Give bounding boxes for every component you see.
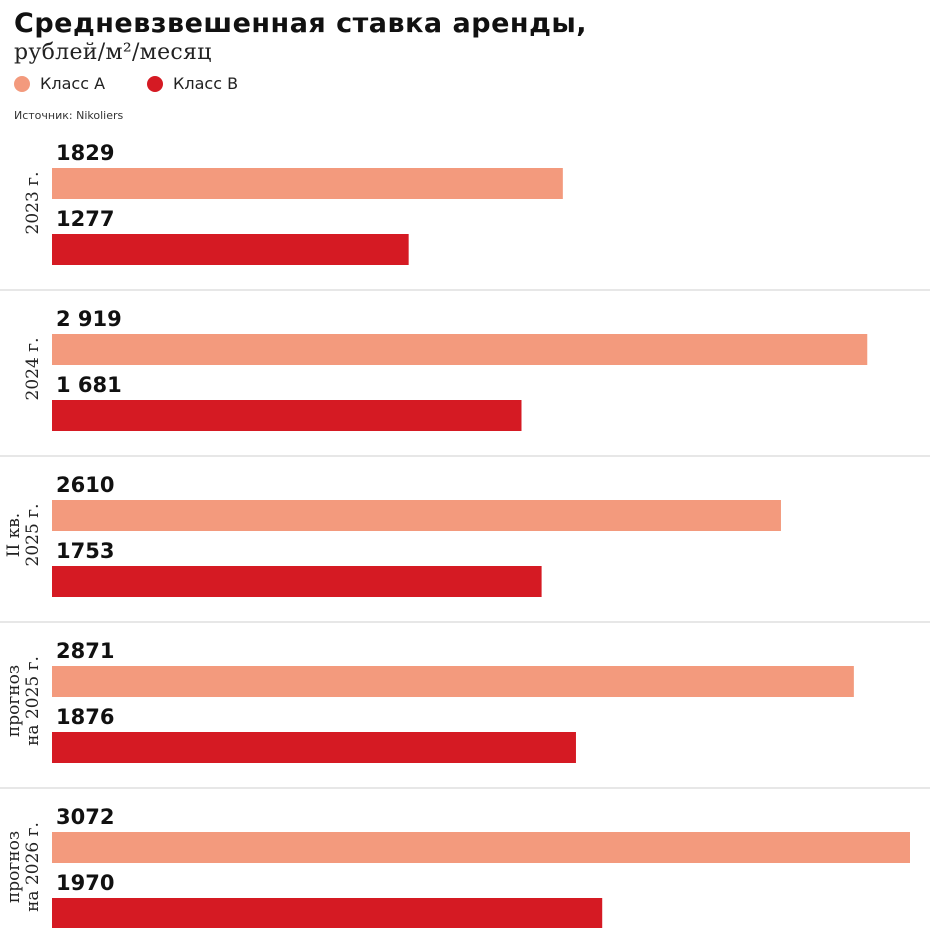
value-label-class-a: 1829 bbox=[56, 141, 114, 165]
value-label-class-b: 1753 bbox=[56, 539, 114, 563]
chart-subtitle: рублей/м²/месяц bbox=[14, 40, 212, 65]
category-label: 2023 г. bbox=[23, 172, 43, 235]
category-label-line: прогноз bbox=[4, 831, 24, 903]
chart-title: Средневзвешенная ставка аренды, bbox=[14, 8, 588, 39]
bar-class-b bbox=[52, 234, 409, 265]
value-label-class-b: 1970 bbox=[56, 871, 114, 895]
category-label: прогнозна 2025 г. bbox=[4, 656, 43, 746]
category-label: II кв.2025 г. bbox=[4, 504, 43, 567]
value-label-class-b: 1876 bbox=[56, 705, 114, 729]
bar-class-b bbox=[52, 732, 576, 763]
category-label: 2024 г. bbox=[23, 338, 43, 401]
legend-swatch-class-b bbox=[147, 75, 164, 92]
category-label-line: 2024 г. bbox=[23, 338, 43, 401]
bar-class-b bbox=[52, 566, 542, 597]
bar-class-a bbox=[52, 334, 868, 365]
value-label-class-a: 2610 bbox=[56, 473, 114, 497]
legend: Класс А Класс В bbox=[14, 74, 280, 93]
bar-class-a bbox=[52, 500, 781, 531]
category-label-line: II кв. bbox=[4, 513, 24, 557]
bar-class-b bbox=[52, 898, 603, 928]
legend-swatch-class-a bbox=[14, 75, 30, 92]
category-label: прогнозна 2026 г. bbox=[4, 822, 43, 912]
value-label-class-a: 2 919 bbox=[56, 307, 122, 331]
category-label-line: прогноз bbox=[4, 665, 24, 737]
category-label-line: на 2026 г. bbox=[23, 822, 43, 912]
category-label-line: 2023 г. bbox=[23, 172, 43, 235]
value-label-class-a: 2871 bbox=[56, 639, 114, 663]
category-label-line: на 2025 г. bbox=[23, 656, 43, 746]
bar-class-a bbox=[52, 168, 563, 199]
bar-class-a bbox=[52, 832, 910, 863]
category-label-line: 2025 г. bbox=[23, 504, 43, 567]
bar-class-a bbox=[52, 666, 854, 697]
value-label-class-a: 3072 bbox=[56, 805, 114, 829]
legend-item-class-b: Класс В bbox=[147, 74, 238, 93]
legend-label-class-a: Класс А bbox=[40, 74, 106, 93]
legend-label-class-b: Класс В bbox=[173, 74, 239, 93]
bar-class-b bbox=[52, 400, 522, 431]
value-label-class-b: 1277 bbox=[56, 207, 114, 231]
value-label-class-b: 1 681 bbox=[56, 373, 122, 397]
source-note: Источник: Nikoliers bbox=[14, 109, 124, 122]
legend-item-class-a: Класс А bbox=[14, 74, 105, 93]
